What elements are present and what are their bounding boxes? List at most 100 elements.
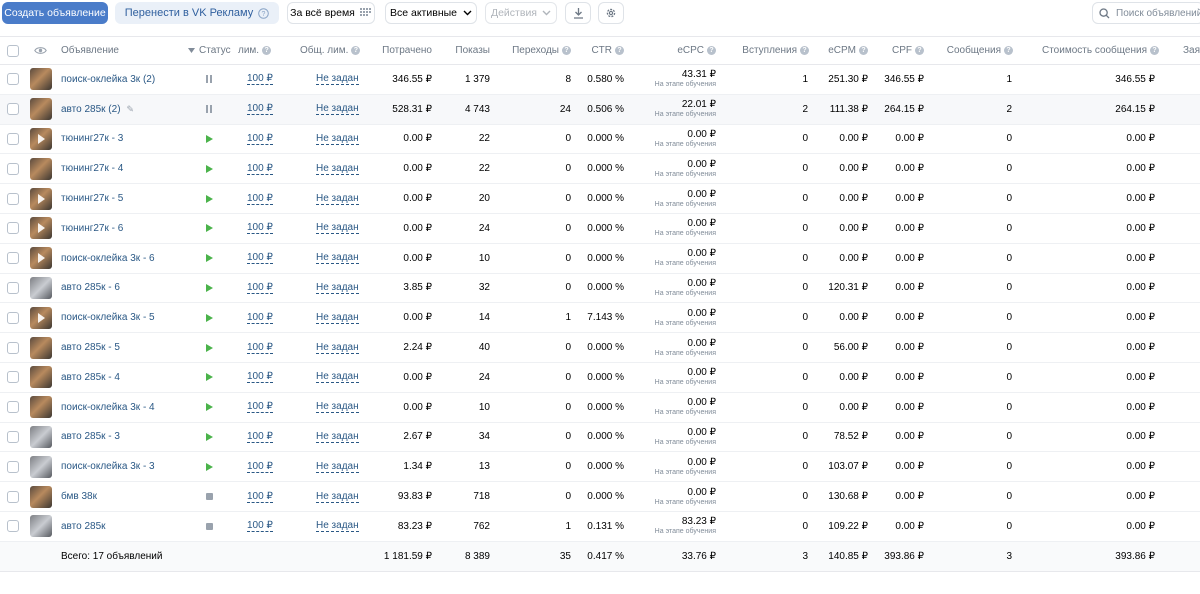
limit-link[interactable]: 100 ₽ xyxy=(247,73,273,86)
ad-thumbnail[interactable] xyxy=(30,98,52,121)
checkbox[interactable] xyxy=(7,162,19,175)
row-checkbox-cell[interactable] xyxy=(7,303,19,332)
pencil-icon[interactable]: ✎ xyxy=(126,103,135,114)
ad-thumbnail[interactable] xyxy=(30,455,52,478)
limit-link[interactable]: 100 ₽ xyxy=(247,103,273,116)
row-checkbox-cell[interactable] xyxy=(7,214,19,243)
checkbox[interactable] xyxy=(7,490,19,503)
table-row[interactable]: поиск-оклейка 3к - 3 100 ₽ Не задан 1.34 ₽ 1… xyxy=(0,452,1200,483)
total-limit-link[interactable]: Не задан xyxy=(316,132,359,145)
ad-name-cell[interactable]: авто 285к - 5 xyxy=(61,333,120,362)
row-checkbox-cell[interactable] xyxy=(7,482,19,511)
ad-thumbnail[interactable] xyxy=(30,425,52,448)
ad-thumbnail-cell[interactable] xyxy=(30,393,52,422)
status-cell[interactable] xyxy=(206,303,213,332)
help-icon[interactable]: ? xyxy=(351,46,361,55)
column-joins[interactable]: Вступления? xyxy=(730,37,809,64)
row-checkbox-cell[interactable] xyxy=(7,333,19,362)
checkbox[interactable] xyxy=(7,281,19,294)
ad-name-cell[interactable]: поиск-оклейка 3к - 3 xyxy=(61,452,155,481)
ad-name-cell[interactable]: поиск-оклейка 3к - 6 xyxy=(61,244,155,273)
status-cell[interactable] xyxy=(206,423,213,452)
total-limit-cell[interactable]: Не задан xyxy=(316,274,359,303)
table-row[interactable]: авто 285к 100 ₽ Не задан 83.23 ₽ 762 1 0.131 %… xyxy=(0,512,1200,542)
ad-name-link[interactable]: поиск-оклейка 3к - 3 xyxy=(61,461,155,473)
row-checkbox-cell[interactable] xyxy=(7,512,19,541)
total-limit-link[interactable]: Не задан xyxy=(316,252,359,265)
status-cell[interactable] xyxy=(206,184,213,213)
ad-name-cell[interactable]: тюнинг27к - 5 xyxy=(61,184,123,213)
help-icon[interactable]: ? xyxy=(1150,46,1159,55)
table-row[interactable]: авто 285к (2) ✎ 100 ₽ Не задан 528.31 ₽ 4 743… xyxy=(0,94,1200,125)
checkbox[interactable] xyxy=(7,222,19,235)
limit-link[interactable]: 100 ₽ xyxy=(247,401,273,414)
limit-link[interactable]: 100 ₽ xyxy=(247,460,273,473)
row-checkbox-cell[interactable] xyxy=(7,393,19,422)
checkbox[interactable] xyxy=(7,371,19,384)
play-status-icon[interactable] xyxy=(206,462,213,471)
status-cell[interactable] xyxy=(206,512,213,541)
total-limit-cell[interactable]: Не задан xyxy=(316,452,359,481)
play-status-icon[interactable] xyxy=(206,283,213,292)
pause-icon[interactable] xyxy=(206,105,212,114)
ad-name-cell[interactable]: авто 285к (2) ✎ xyxy=(61,95,134,124)
status-cell[interactable] xyxy=(206,333,213,362)
limit-cell[interactable]: 100 ₽ xyxy=(247,125,273,154)
row-checkbox-cell[interactable] xyxy=(7,125,19,154)
ad-thumbnail-cell[interactable] xyxy=(30,274,52,303)
column-limit[interactable]: лим.? xyxy=(238,37,272,64)
status-cell[interactable] xyxy=(206,95,212,124)
limit-link[interactable]: 100 ₽ xyxy=(247,490,273,503)
table-row[interactable]: тюнинг27к - 5 100 ₽ Не задан 0.00 ₽ 20 0 0.000… xyxy=(0,184,1200,214)
help-icon[interactable]: ? xyxy=(707,46,716,55)
help-icon[interactable]: ? xyxy=(615,46,624,55)
checkbox[interactable] xyxy=(7,132,19,145)
help-icon[interactable]: ? xyxy=(915,46,924,55)
limit-cell[interactable]: 100 ₽ xyxy=(247,274,273,303)
column-status[interactable]: Статус xyxy=(199,45,231,56)
checkbox[interactable] xyxy=(7,192,19,205)
play-status-icon[interactable] xyxy=(206,373,213,382)
table-row[interactable]: авто 285к - 6 100 ₽ Не задан 3.85 ₽ 32 0 0.000… xyxy=(0,274,1200,304)
select-all-checkbox[interactable] xyxy=(7,37,19,64)
play-status-icon[interactable] xyxy=(206,194,213,203)
limit-cell[interactable]: 100 ₽ xyxy=(247,333,273,362)
stop-status-icon[interactable] xyxy=(206,522,213,530)
help-icon[interactable]: ? xyxy=(859,46,868,55)
total-limit-cell[interactable]: Не задан xyxy=(316,244,359,273)
ad-name-link[interactable]: авто 285к - 6 xyxy=(61,282,120,294)
table-row[interactable]: тюнинг27к - 3 100 ₽ Не задан 0.00 ₽ 22 0 0.000… xyxy=(0,125,1200,155)
checkbox[interactable] xyxy=(7,311,19,324)
play-status-icon[interactable] xyxy=(206,254,213,263)
limit-link[interactable]: 100 ₽ xyxy=(247,162,273,175)
ad-thumbnail[interactable] xyxy=(30,127,52,150)
ad-thumbnail[interactable] xyxy=(30,306,52,329)
ad-name-link[interactable]: авто 285к xyxy=(61,520,106,532)
ad-name-cell[interactable]: авто 285к - 3 xyxy=(61,423,120,452)
total-limit-link[interactable]: Не задан xyxy=(316,281,359,294)
row-checkbox-cell[interactable] xyxy=(7,95,19,124)
eye-icon[interactable] xyxy=(34,37,47,64)
checkbox[interactable] xyxy=(7,252,19,265)
checkbox[interactable] xyxy=(7,401,19,414)
limit-link[interactable]: 100 ₽ xyxy=(247,341,273,354)
ad-thumbnail-cell[interactable] xyxy=(30,184,52,213)
play-status-icon[interactable] xyxy=(206,432,213,441)
ad-name-link[interactable]: тюнинг27к - 6 xyxy=(61,222,124,234)
limit-cell[interactable]: 100 ₽ xyxy=(247,363,273,392)
status-cell[interactable] xyxy=(206,452,213,481)
total-limit-link[interactable]: Не задан xyxy=(316,222,359,235)
ad-thumbnail-cell[interactable] xyxy=(30,512,52,541)
checkbox[interactable] xyxy=(7,103,19,116)
table-row[interactable]: авто 285к - 5 100 ₽ Не задан 2.24 ₽ 40 0 0.000… xyxy=(0,333,1200,363)
limit-cell[interactable]: 100 ₽ xyxy=(247,154,273,183)
total-limit-cell[interactable]: Не задан xyxy=(316,184,359,213)
table-row[interactable]: авто 285к - 4 100 ₽ Не задан 0.00 ₽ 24 0 0.000… xyxy=(0,363,1200,393)
status-cell[interactable] xyxy=(206,125,213,154)
status-cell[interactable] xyxy=(206,244,213,273)
row-checkbox-cell[interactable] xyxy=(7,154,19,183)
total-limit-link[interactable]: Не задан xyxy=(316,162,359,175)
row-checkbox-cell[interactable] xyxy=(7,184,19,213)
ad-thumbnail-cell[interactable] xyxy=(30,303,52,332)
limit-cell[interactable]: 100 ₽ xyxy=(247,214,273,243)
